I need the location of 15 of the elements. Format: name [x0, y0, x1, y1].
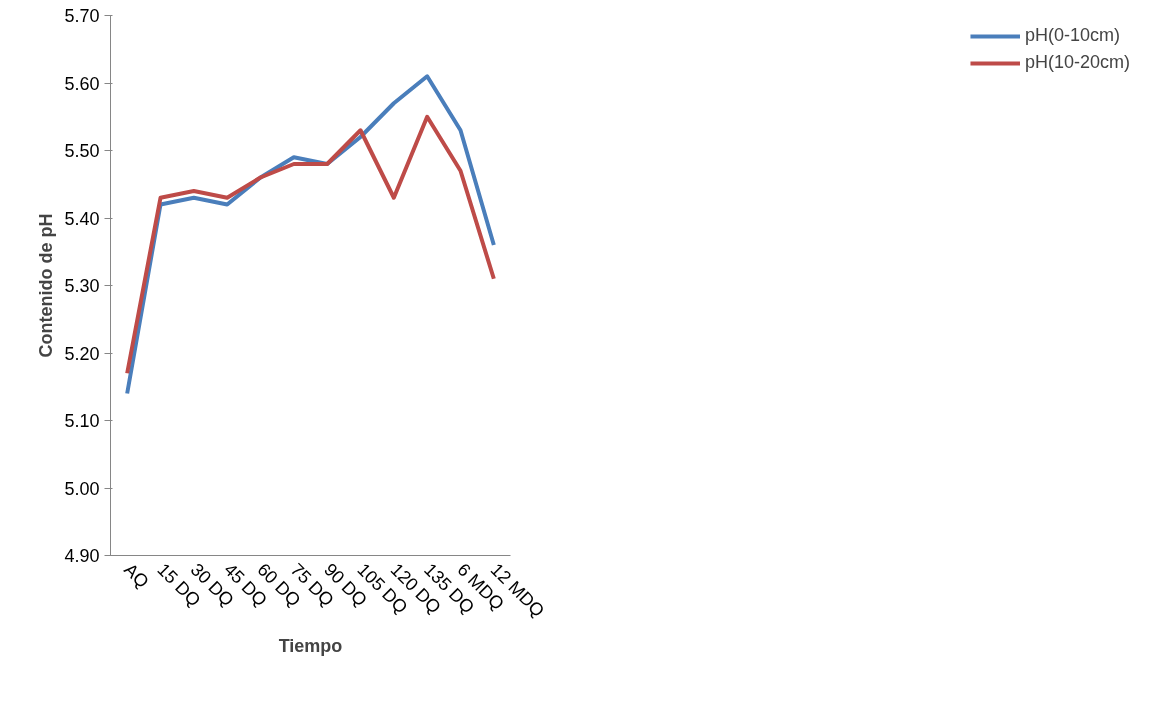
legend-label: pH(0-10cm): [1024, 25, 1120, 46]
legend-label: pH(10-20cm): [1024, 52, 1130, 73]
y-tick-label: 4.90: [64, 546, 100, 566]
x-tick-label: AQ: [120, 559, 153, 592]
line-series: [125, 114, 496, 376]
y-tick-label: 5.10: [64, 411, 100, 431]
y-tick-label: 5.30: [64, 276, 100, 296]
y-axis-title: Contenido de pH: [36, 213, 57, 358]
y-tick-label: 5.00: [64, 478, 100, 499]
y-tick-label: 5.20: [64, 343, 100, 364]
x-axis-title: Tiempo: [278, 636, 343, 657]
y-tick-label: 5.60: [64, 73, 100, 94]
y-tick-label: 5.50: [64, 141, 100, 161]
y-tick-label: 5.70: [64, 6, 100, 26]
y-tick-label: 5.40: [64, 208, 100, 229]
